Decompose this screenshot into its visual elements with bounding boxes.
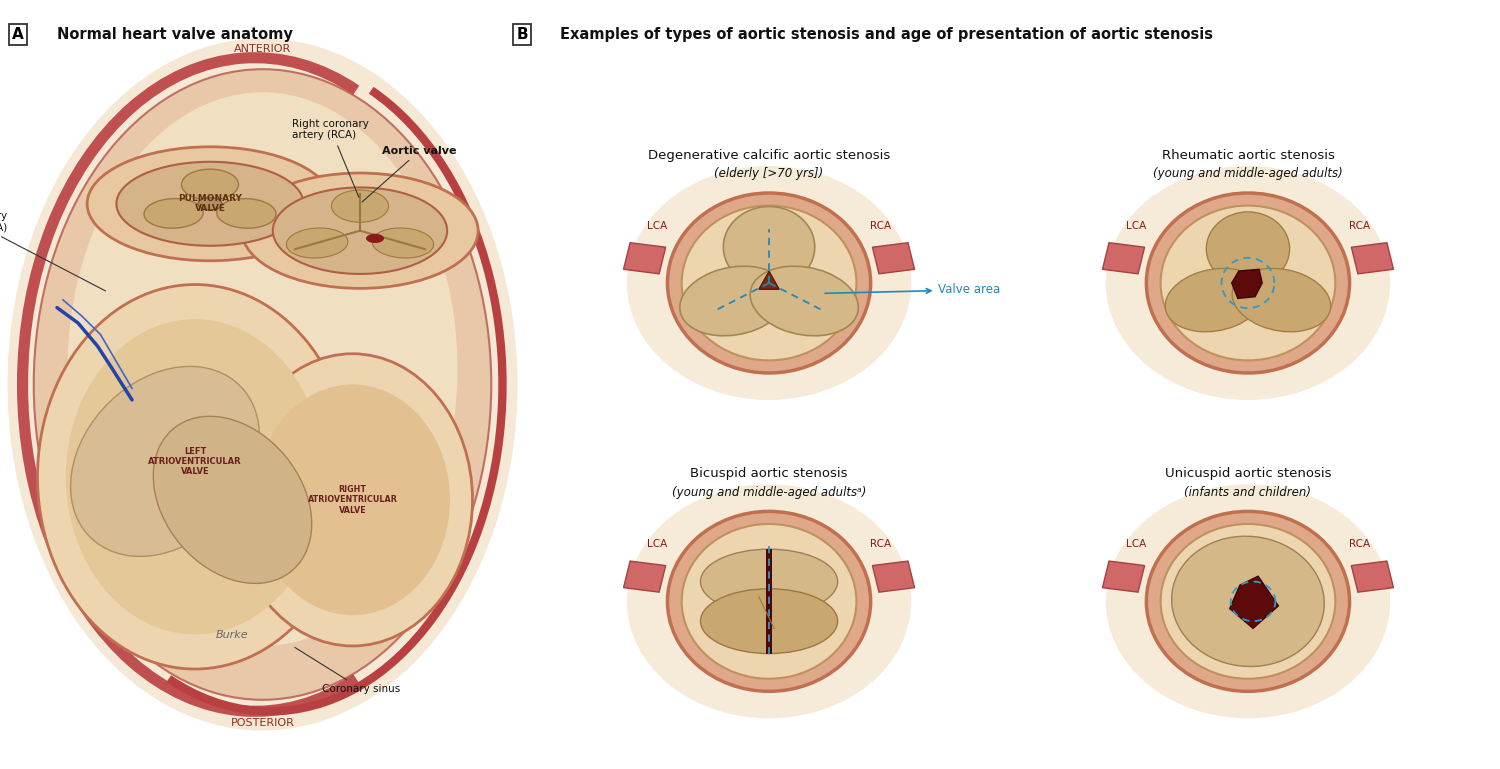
Text: RCA: RCA — [870, 539, 891, 549]
Text: (young and middle-aged adults): (young and middle-aged adults) — [1154, 168, 1342, 181]
Ellipse shape — [700, 549, 837, 614]
Ellipse shape — [216, 198, 276, 228]
Ellipse shape — [8, 38, 518, 731]
Text: A: A — [12, 27, 24, 42]
Text: PULMONARY
VALVE: PULMONARY VALVE — [178, 194, 242, 214]
Bar — [766, 549, 772, 654]
Text: Left coronary
artery (LCA): Left coronary artery (LCA) — [0, 211, 105, 291]
Text: LCA: LCA — [1126, 221, 1146, 231]
Ellipse shape — [681, 205, 856, 361]
Ellipse shape — [700, 589, 837, 654]
Ellipse shape — [1206, 212, 1290, 286]
Text: (elderly [>70 yrs]): (elderly [>70 yrs]) — [714, 168, 824, 181]
Text: Normal heart valve anatomy: Normal heart valve anatomy — [57, 27, 292, 42]
Ellipse shape — [723, 207, 815, 288]
Polygon shape — [1232, 269, 1262, 298]
Ellipse shape — [70, 366, 260, 557]
Ellipse shape — [87, 147, 333, 261]
Ellipse shape — [1106, 166, 1390, 400]
Ellipse shape — [668, 511, 870, 691]
Ellipse shape — [68, 92, 458, 646]
Text: B: B — [516, 27, 528, 42]
Text: LCA: LCA — [646, 221, 668, 231]
Ellipse shape — [255, 384, 450, 615]
Ellipse shape — [750, 266, 858, 336]
Text: Rheumatic aortic stenosis: Rheumatic aortic stenosis — [1161, 148, 1335, 161]
Polygon shape — [759, 271, 778, 289]
Ellipse shape — [242, 173, 478, 288]
Ellipse shape — [182, 169, 238, 200]
Ellipse shape — [33, 69, 492, 700]
Text: Right coronary
artery (RCA): Right coronary artery (RCA) — [292, 119, 369, 198]
Text: RCA: RCA — [1348, 539, 1371, 549]
FancyArrow shape — [1102, 561, 1144, 592]
Ellipse shape — [1146, 193, 1350, 373]
Text: Burke: Burke — [216, 631, 249, 641]
Text: Degenerative calcific aortic stenosis: Degenerative calcific aortic stenosis — [648, 148, 890, 161]
Circle shape — [198, 198, 222, 210]
Text: Valve area: Valve area — [825, 283, 1001, 296]
Text: ANTERIOR: ANTERIOR — [234, 44, 291, 55]
Ellipse shape — [627, 484, 912, 718]
FancyArrow shape — [873, 243, 915, 274]
Text: LCA: LCA — [1126, 539, 1146, 549]
Ellipse shape — [1161, 205, 1335, 361]
Ellipse shape — [117, 161, 303, 246]
Text: LCA: LCA — [646, 539, 668, 549]
Ellipse shape — [680, 266, 788, 336]
Polygon shape — [1230, 576, 1278, 628]
Text: RCA: RCA — [870, 221, 891, 231]
Text: LEFT
ATRIOVENTRICULAR
VALVE: LEFT ATRIOVENTRICULAR VALVE — [148, 447, 242, 476]
Ellipse shape — [232, 354, 472, 646]
Ellipse shape — [668, 193, 870, 373]
Text: RIGHT
ATRIOVENTRICULAR
VALVE: RIGHT ATRIOVENTRICULAR VALVE — [308, 485, 398, 514]
Ellipse shape — [144, 198, 204, 228]
Circle shape — [366, 234, 384, 243]
Text: Aortic valve: Aortic valve — [362, 146, 458, 202]
Text: (infants and children): (infants and children) — [1185, 486, 1311, 499]
Ellipse shape — [38, 285, 352, 669]
Ellipse shape — [273, 188, 447, 274]
Ellipse shape — [372, 228, 434, 258]
Ellipse shape — [153, 416, 312, 584]
Ellipse shape — [1166, 268, 1264, 331]
Text: Coronary sinus: Coronary sinus — [296, 647, 400, 694]
Ellipse shape — [1146, 511, 1350, 691]
FancyArrow shape — [1102, 243, 1144, 274]
Ellipse shape — [1232, 268, 1330, 331]
Ellipse shape — [286, 228, 348, 258]
Text: (young and middle-aged adultsᵃ): (young and middle-aged adultsᵃ) — [672, 486, 865, 499]
FancyArrow shape — [873, 561, 915, 592]
FancyArrow shape — [1352, 243, 1394, 274]
Text: Bicuspid aortic stenosis: Bicuspid aortic stenosis — [690, 467, 847, 480]
FancyArrow shape — [1352, 561, 1394, 592]
Ellipse shape — [1161, 524, 1335, 679]
Ellipse shape — [627, 166, 912, 400]
Text: Unicuspid aortic stenosis: Unicuspid aortic stenosis — [1164, 467, 1330, 480]
Ellipse shape — [1172, 536, 1324, 667]
Ellipse shape — [681, 524, 856, 679]
Ellipse shape — [1106, 484, 1390, 718]
Text: RCA: RCA — [1348, 221, 1371, 231]
FancyArrow shape — [624, 561, 666, 592]
Text: POSTERIOR: POSTERIOR — [231, 717, 294, 728]
Text: Examples of types of aortic stenosis and age of presentation of aortic stenosis: Examples of types of aortic stenosis and… — [560, 27, 1212, 42]
FancyArrow shape — [624, 243, 666, 274]
Ellipse shape — [332, 190, 388, 222]
Ellipse shape — [66, 319, 324, 634]
